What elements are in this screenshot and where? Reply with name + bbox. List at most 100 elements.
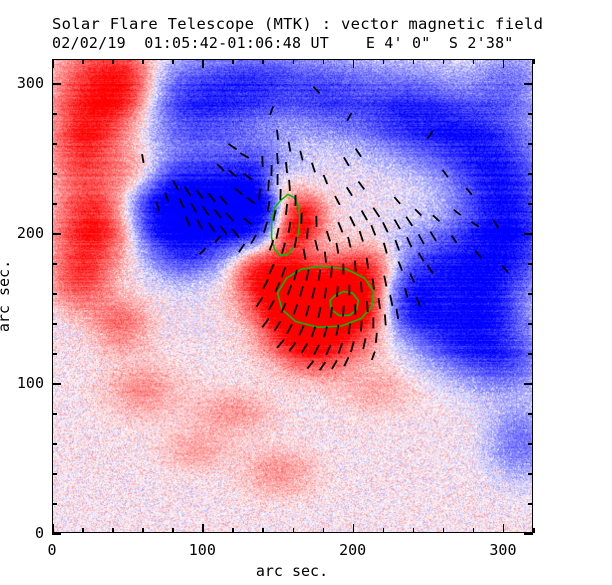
field-vector: [276, 129, 279, 140]
field-vector: [292, 303, 299, 315]
x-minor-tick-top: [112, 59, 114, 64]
y-major-tick-right: [524, 533, 533, 535]
x-minor-tick: [82, 528, 84, 533]
field-vector: [426, 264, 434, 274]
x-tick-label: 200: [339, 541, 367, 559]
x-minor-tick-top: [292, 59, 294, 64]
x-minor-tick: [472, 528, 475, 533]
x-minor-tick: [292, 528, 294, 533]
field-vector: [347, 323, 352, 335]
field-vector: [273, 320, 282, 332]
field-vector: [334, 195, 341, 206]
field-vector: [342, 305, 345, 317]
field-vector: [322, 174, 329, 185]
x-minor-tick-top: [322, 59, 325, 64]
field-vector: [250, 234, 257, 244]
x-major-tick: [352, 524, 355, 533]
field-vector: [336, 285, 339, 298]
field-vector: [404, 287, 409, 299]
field-vector: [362, 338, 367, 350]
x-tick-label: 100: [188, 541, 216, 559]
field-vector: [382, 222, 389, 233]
field-vector: [227, 143, 238, 151]
field-vector: [331, 359, 338, 370]
field-vector: [343, 156, 350, 167]
y-minor-tick-right: [528, 263, 533, 265]
field-vector: [274, 281, 281, 293]
field-vector: [323, 287, 328, 299]
x-minor-tick: [533, 528, 535, 533]
field-vector: [429, 231, 437, 242]
field-vector: [325, 344, 332, 356]
field-vector: [255, 296, 264, 308]
field-vector: [382, 242, 388, 254]
field-vector: [317, 269, 322, 281]
field-vector: [415, 296, 421, 307]
field-vector: [337, 221, 344, 233]
field-vector: [302, 248, 307, 260]
field-vector: [214, 235, 222, 244]
x-tick-label: 0: [47, 541, 57, 559]
field-vector: [405, 216, 414, 227]
field-vector: [207, 222, 216, 233]
y-minor-tick: [52, 143, 57, 145]
field-vector: [285, 203, 289, 215]
field-vector: [493, 219, 500, 229]
field-vector: [299, 285, 304, 298]
y-tick-label: 300: [16, 74, 44, 92]
field-vector: [349, 216, 356, 227]
field-vector: [258, 188, 262, 200]
field-vector: [395, 308, 400, 319]
field-vector: [280, 266, 287, 278]
field-vector: [262, 278, 269, 290]
field-vector: [394, 239, 400, 251]
field-vector: [272, 209, 277, 221]
field-vector: [317, 306, 322, 318]
y-minor-tick-right: [528, 503, 533, 505]
field-vector: [287, 221, 292, 233]
x-major-tick: [502, 524, 505, 533]
field-vector: [365, 257, 369, 269]
x-minor-tick: [442, 528, 445, 533]
y-axis-title: arc sec.: [0, 259, 13, 333]
x-minor-tick: [112, 528, 114, 533]
field-vector: [389, 294, 394, 307]
y-tick-label: 100: [16, 374, 44, 392]
field-vector: [330, 266, 333, 278]
field-vector: [371, 278, 375, 290]
y-minor-tick-right: [528, 413, 533, 415]
field-vector: [312, 85, 321, 94]
y-minor-tick: [52, 173, 57, 175]
field-vector: [347, 236, 352, 248]
x-minor-tick-top: [472, 59, 475, 64]
x-minor-tick-top: [412, 59, 415, 64]
y-major-tick: [52, 533, 61, 535]
field-vector: [238, 243, 246, 253]
field-vector: [172, 180, 180, 191]
x-tick-label: 300: [489, 541, 517, 559]
field-vector: [305, 305, 310, 317]
field-vector: [231, 228, 240, 239]
field-vector: [306, 360, 315, 370]
field-vector: [358, 230, 364, 242]
field-vector: [318, 361, 327, 371]
field-vector: [198, 247, 207, 255]
field-vector: [288, 179, 291, 192]
field-vector: [287, 141, 292, 152]
magnetogram-image: [53, 60, 532, 532]
field-vector: [432, 214, 441, 222]
x-minor-tick: [412, 528, 415, 533]
field-vector: [325, 230, 331, 242]
field-vector: [286, 284, 293, 296]
field-vector: [300, 343, 309, 354]
umbra-contour: [329, 290, 360, 317]
x-minor-tick: [382, 528, 385, 533]
field-vector: [184, 215, 191, 227]
field-vector: [426, 130, 434, 139]
field-vector: [370, 224, 377, 236]
figure-title: Solar Flare Telescope (MTK) : vector mag…: [52, 15, 544, 33]
x-major-tick: [52, 524, 54, 533]
field-vector: [293, 236, 298, 248]
field-vector: [288, 341, 297, 352]
